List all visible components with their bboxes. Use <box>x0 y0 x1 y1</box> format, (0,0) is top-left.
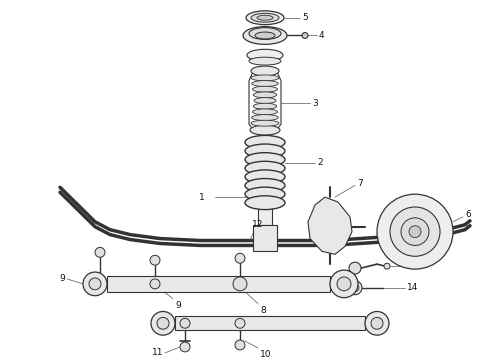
Circle shape <box>180 318 190 328</box>
Bar <box>107 276 330 292</box>
Text: 9: 9 <box>175 301 181 310</box>
Text: 12: 12 <box>252 220 264 229</box>
Text: 8: 8 <box>260 306 266 315</box>
Ellipse shape <box>252 86 277 92</box>
Ellipse shape <box>254 98 276 103</box>
Text: 7: 7 <box>357 179 363 188</box>
Ellipse shape <box>257 15 273 20</box>
Text: 10: 10 <box>260 350 271 359</box>
Circle shape <box>235 253 245 263</box>
Ellipse shape <box>247 49 283 61</box>
Circle shape <box>330 270 358 298</box>
Ellipse shape <box>245 135 285 149</box>
Circle shape <box>384 263 390 269</box>
Ellipse shape <box>245 161 285 175</box>
Text: 11: 11 <box>151 348 163 357</box>
Circle shape <box>83 272 107 296</box>
Text: 1: 1 <box>199 193 205 202</box>
Ellipse shape <box>243 27 287 44</box>
Ellipse shape <box>251 13 279 22</box>
Bar <box>253 225 277 251</box>
Text: 6: 6 <box>465 210 471 219</box>
Circle shape <box>302 32 308 39</box>
Circle shape <box>371 318 383 329</box>
Circle shape <box>151 311 175 335</box>
Ellipse shape <box>245 170 285 184</box>
Circle shape <box>157 318 169 329</box>
Ellipse shape <box>251 120 279 126</box>
Circle shape <box>150 279 160 289</box>
Ellipse shape <box>251 66 279 76</box>
Bar <box>175 316 365 330</box>
Polygon shape <box>308 197 352 254</box>
Circle shape <box>409 226 421 238</box>
Circle shape <box>365 311 389 335</box>
Circle shape <box>337 277 351 291</box>
Ellipse shape <box>245 144 285 158</box>
Circle shape <box>235 340 245 350</box>
Circle shape <box>351 284 359 292</box>
Ellipse shape <box>245 196 285 210</box>
Ellipse shape <box>245 187 285 201</box>
Circle shape <box>377 194 453 269</box>
Circle shape <box>348 281 362 295</box>
Circle shape <box>349 262 361 274</box>
Ellipse shape <box>249 57 281 65</box>
Circle shape <box>233 277 247 291</box>
Ellipse shape <box>246 11 284 24</box>
Text: 14: 14 <box>407 283 418 292</box>
Ellipse shape <box>252 109 277 115</box>
Ellipse shape <box>253 92 277 98</box>
Ellipse shape <box>253 103 277 109</box>
Circle shape <box>150 255 160 265</box>
Ellipse shape <box>252 81 278 86</box>
Text: 5: 5 <box>302 13 308 22</box>
Circle shape <box>390 207 440 256</box>
Text: 3: 3 <box>312 99 318 108</box>
Text: 4: 4 <box>319 31 325 40</box>
Ellipse shape <box>249 28 281 40</box>
Circle shape <box>235 318 245 328</box>
Ellipse shape <box>245 179 285 192</box>
Ellipse shape <box>250 125 280 135</box>
Ellipse shape <box>255 32 275 39</box>
Circle shape <box>401 218 429 246</box>
Circle shape <box>180 342 190 352</box>
Ellipse shape <box>245 153 285 166</box>
Circle shape <box>89 278 101 290</box>
Text: 2: 2 <box>317 158 322 167</box>
Bar <box>258 143 272 225</box>
Ellipse shape <box>252 114 278 121</box>
Text: 9: 9 <box>59 274 65 283</box>
Ellipse shape <box>251 75 279 81</box>
Text: 13: 13 <box>407 262 418 271</box>
Circle shape <box>95 247 105 257</box>
